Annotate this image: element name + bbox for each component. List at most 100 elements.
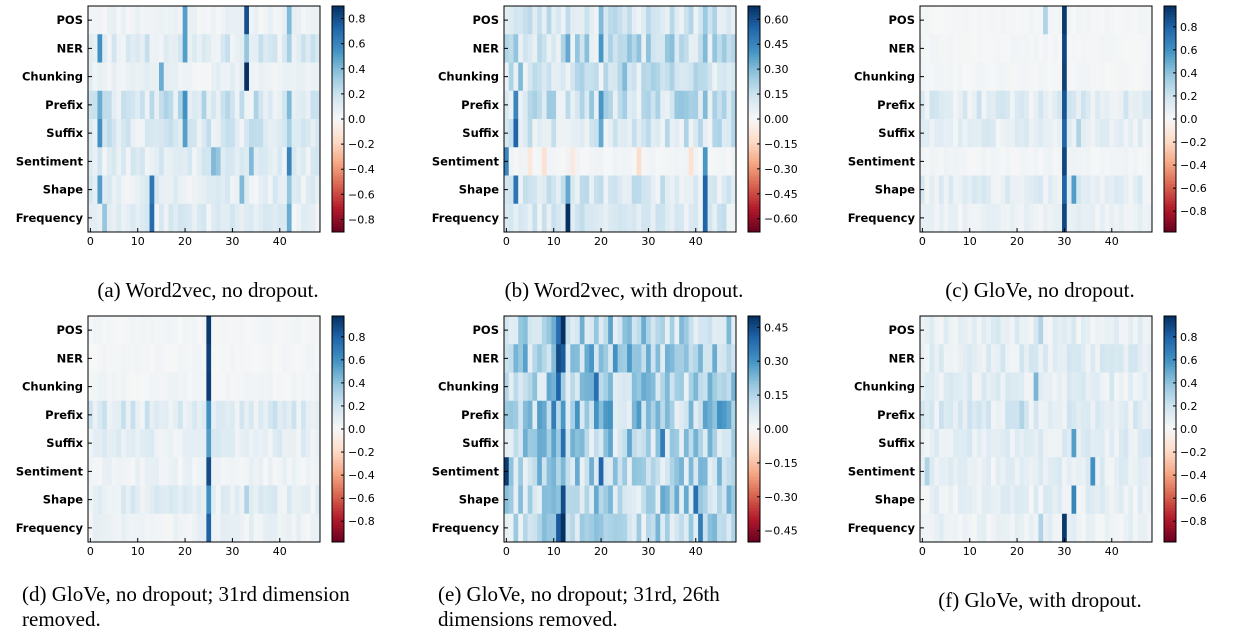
colorbar-segment [748, 99, 760, 103]
heatmap-cell [154, 203, 160, 233]
heatmap-cell [579, 119, 585, 148]
colorbar-segment [748, 431, 760, 436]
heatmap-cell [924, 513, 930, 543]
heatmap-cell [717, 147, 723, 176]
heatmap-cell [575, 372, 581, 402]
heatmap-cell [1095, 34, 1101, 63]
heatmap-cell [1047, 400, 1053, 430]
panel-e: POS NER Chunking Prefix Suffix Sentiment Shape… [416, 310, 832, 631]
heatmap-cell [622, 513, 628, 543]
heatmap-cell [551, 62, 557, 92]
colorbar-segment [332, 457, 344, 461]
x-tick-label: 30 [1057, 235, 1071, 248]
heatmap-cell [305, 344, 311, 373]
heatmap-cell [1128, 513, 1134, 543]
colorbar-segment [748, 395, 760, 399]
heatmap-cell [159, 316, 165, 345]
heatmap-cell [721, 485, 727, 515]
heatmap-cell [286, 6, 292, 35]
heatmap-cell [220, 203, 226, 233]
heatmap-cell [92, 344, 98, 373]
heatmap-cell [263, 175, 269, 205]
heatmap-cell [731, 90, 737, 120]
colorbar-segment [332, 73, 344, 78]
heatmap-cell [92, 400, 98, 430]
heatmap-cell [1009, 6, 1016, 35]
heatmap-cell [513, 429, 519, 458]
heatmap-cell [579, 147, 585, 176]
heatmap-cell [603, 119, 609, 148]
heatmap-cell [1052, 429, 1058, 458]
heatmap-cell [168, 90, 174, 120]
heatmap-cell [636, 6, 642, 35]
colorbar-segment [1164, 31, 1176, 35]
colorbar-tick-label: −0.2 [1180, 136, 1207, 149]
heatmap-cell [187, 6, 193, 35]
heatmap-cell [1071, 400, 1077, 430]
heatmap-cell [1123, 513, 1129, 543]
heatmap-cell [953, 119, 959, 148]
y-tick-label: Frequency [432, 211, 500, 225]
heatmap-cell [565, 513, 571, 543]
heatmap-cell [717, 457, 723, 486]
heatmap-cell [537, 34, 543, 63]
heatmap-cell [1066, 119, 1072, 148]
heatmap-cell [593, 457, 600, 486]
heatmap-cell [532, 90, 538, 120]
heatmap-cell [1033, 119, 1039, 148]
heatmap-cell [1028, 457, 1035, 486]
colorbar-segment [1164, 380, 1176, 385]
heatmap-cell [130, 6, 136, 35]
heatmap-cell [296, 62, 302, 92]
colorbar-segment [1164, 195, 1176, 199]
heatmap-cell [182, 34, 188, 63]
heatmap-cell [201, 119, 207, 148]
colorbar-segment [748, 62, 760, 66]
heatmap-cell [1033, 513, 1039, 543]
heatmap-cell [130, 485, 136, 515]
heatmap-cell [201, 90, 207, 120]
heatmap-cell [173, 203, 179, 233]
heatmap-cell [192, 513, 198, 543]
colorbar-segment [1164, 533, 1176, 537]
y-tick-label: NER [473, 41, 499, 55]
heatmap-cell [206, 90, 212, 120]
colorbar-tick-label: 0.15 [764, 389, 789, 402]
heatmap-cell [111, 6, 117, 35]
heatmap-cell [688, 147, 694, 176]
heatmap-cell [991, 6, 997, 35]
heatmap-cell [154, 119, 160, 148]
heatmap-cell [593, 400, 600, 430]
heatmap-cell [315, 316, 321, 345]
heatmap-cell [106, 175, 113, 205]
heatmap-cell [972, 90, 978, 120]
heatmap-cell [144, 513, 150, 543]
heatmap-cell [608, 6, 614, 35]
heatmap-cell [1123, 34, 1129, 63]
heatmap-cell [650, 485, 656, 515]
heatmap-cell [570, 203, 576, 233]
heatmap-cell [546, 316, 552, 345]
heatmap-cell [650, 175, 656, 205]
heatmap-cell [957, 316, 964, 345]
heatmap-cell [1085, 175, 1091, 205]
heatmap-cell [617, 400, 623, 430]
heatmap-cell [282, 175, 288, 205]
heatmap-cell [995, 400, 1001, 430]
heatmap-cell [1147, 372, 1153, 402]
heatmap-cell [215, 90, 221, 120]
heatmap-cell [1085, 62, 1091, 92]
heatmap-cell [97, 429, 103, 458]
heatmap-cell [220, 119, 226, 148]
heatmap-cell [560, 457, 566, 486]
heatmap-cell [1114, 90, 1120, 120]
colorbar-segment [748, 330, 760, 334]
colorbar-segment [332, 462, 344, 467]
heatmap-cell [674, 90, 680, 120]
heatmap-cell [570, 457, 576, 486]
heatmap-cell [173, 6, 179, 35]
heatmap-cell [593, 62, 600, 92]
heatmap-cell [277, 6, 283, 35]
heatmap-cell [981, 429, 987, 458]
x-tick-label: 30 [641, 545, 655, 558]
